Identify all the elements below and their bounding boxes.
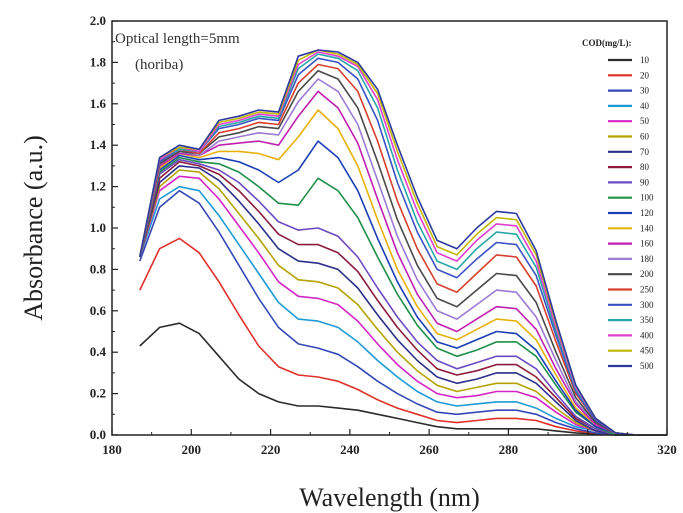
legend-label-10: 10 bbox=[640, 55, 650, 65]
series-line-20 bbox=[139, 237, 667, 436]
series-line-50 bbox=[139, 175, 667, 436]
y-tick-label: 1.6 bbox=[90, 96, 107, 111]
series-line-200 bbox=[139, 69, 667, 436]
series-line-300 bbox=[139, 57, 667, 436]
x-tick-label: 320 bbox=[657, 442, 677, 457]
y-tick-label: 0.4 bbox=[90, 344, 107, 359]
x-tick-label: 300 bbox=[578, 442, 598, 457]
series-line-140 bbox=[139, 109, 667, 436]
series-line-90 bbox=[139, 158, 667, 436]
y-tick-label: 0.2 bbox=[90, 386, 106, 401]
legend-label-160: 160 bbox=[640, 239, 654, 249]
series-line-180 bbox=[139, 78, 667, 436]
y-axis-ticks: 0.0 0.2 0.4 0.6 0.8 1.0 1.2 1.4 1.6 1.8 2.0 bbox=[90, 13, 118, 442]
x-tick-label: 280 bbox=[499, 442, 519, 457]
y-tick-label: 0.8 bbox=[90, 261, 107, 276]
y-axis-title: Absorbance (a.u.) bbox=[19, 135, 48, 321]
series-line-450 bbox=[139, 49, 667, 436]
y-tick-label: 1.4 bbox=[90, 137, 107, 152]
legend-label-300: 300 bbox=[640, 300, 654, 310]
series-line-30 bbox=[139, 189, 667, 436]
legend-label-250: 250 bbox=[640, 285, 654, 295]
y-tick-label: 1.0 bbox=[90, 220, 106, 235]
series-line-250 bbox=[139, 63, 667, 436]
y-tick-label: 1.2 bbox=[90, 179, 106, 194]
legend: COD(mg/L): 10 20 30 40 50 60 70 80 90 100 120 140 16… bbox=[582, 38, 654, 371]
x-tick-label: 180 bbox=[102, 442, 122, 457]
legend-label-120: 120 bbox=[640, 208, 654, 218]
annotation-optical-length: Optical length=5mm bbox=[115, 31, 240, 47]
legend-label-60: 60 bbox=[640, 132, 650, 142]
y-tick-label: 0.6 bbox=[90, 303, 107, 318]
series-line-100 bbox=[139, 156, 667, 436]
series-line-70 bbox=[139, 165, 667, 436]
x-axis-title: Wavelength (nm) bbox=[299, 483, 480, 512]
x-tick-label: 240 bbox=[340, 442, 360, 457]
series-layer bbox=[139, 49, 667, 436]
x-tick-label: 260 bbox=[419, 442, 439, 457]
legend-label-70: 70 bbox=[640, 147, 650, 157]
plot-frame bbox=[111, 20, 668, 436]
y-tick-label: 1.8 bbox=[90, 54, 107, 69]
series-line-160 bbox=[139, 90, 667, 436]
legend-label-90: 90 bbox=[640, 177, 650, 187]
series-line-350 bbox=[139, 53, 667, 436]
series-line-400 bbox=[139, 51, 667, 436]
x-tick-label: 200 bbox=[182, 442, 202, 457]
series-line-10 bbox=[139, 322, 667, 436]
legend-label-200: 200 bbox=[640, 269, 654, 279]
x-axis-ticks: 180 200 220 240 260 280 300 320 bbox=[102, 429, 677, 457]
annotation-instrument: (horiba) bbox=[135, 57, 183, 73]
legend-label-40: 40 bbox=[640, 101, 650, 111]
legend-label-180: 180 bbox=[640, 254, 654, 264]
legend-label-20: 20 bbox=[640, 70, 650, 80]
legend-label-500: 500 bbox=[640, 361, 654, 371]
series-line-60 bbox=[139, 169, 667, 436]
legend-label-140: 140 bbox=[640, 223, 654, 233]
legend-label-100: 100 bbox=[640, 193, 654, 203]
x-tick-label: 220 bbox=[261, 442, 281, 457]
legend-label-350: 350 bbox=[640, 315, 654, 325]
legend-label-30: 30 bbox=[640, 86, 650, 96]
series-line-500 bbox=[139, 49, 667, 436]
y-tick-label: 2.0 bbox=[90, 13, 106, 28]
series-line-40 bbox=[139, 185, 667, 436]
y-tick-label: 0.0 bbox=[90, 427, 106, 442]
legend-label-450: 450 bbox=[640, 346, 654, 356]
series-line-120 bbox=[139, 140, 667, 436]
legend-label-50: 50 bbox=[640, 116, 650, 126]
legend-title: COD(mg/L): bbox=[582, 38, 632, 48]
series-line-80 bbox=[139, 161, 667, 436]
legend-label-400: 400 bbox=[640, 330, 654, 340]
legend-label-80: 80 bbox=[640, 162, 650, 172]
